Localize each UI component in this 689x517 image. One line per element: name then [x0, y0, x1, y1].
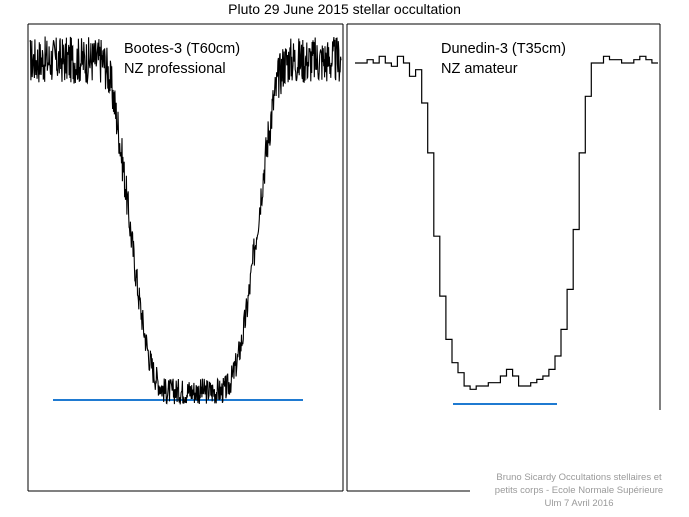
left-label-telescope: Bootes-3 (T60cm): [124, 41, 240, 57]
footer-line-2: petits corps - Ecole Normale Supérieure: [494, 485, 664, 496]
panel-left: Bootes-3 (T60cm) NZ professional: [27, 23, 344, 492]
right-light-curve: [355, 55, 658, 390]
left-label-observer: NZ professional: [124, 61, 226, 77]
footer-credit: Bruno Sicardy Occultations stellaires et…: [470, 471, 688, 510]
left-light-curve: [29, 36, 342, 405]
right-label-observer: NZ amateur: [441, 61, 518, 77]
right-label-telescope: Dunedin-3 (T35cm): [441, 41, 566, 57]
footer-line-3: Ulm 7 Avril 2016: [544, 498, 614, 509]
slide-title: Pluto 29 June 2015 stellar occultation: [228, 1, 461, 17]
panel-right: Dunedin-3 (T35cm) NZ amateur: [346, 23, 661, 492]
footer-line-1: Bruno Sicardy Occultations stellaires et: [496, 472, 662, 483]
